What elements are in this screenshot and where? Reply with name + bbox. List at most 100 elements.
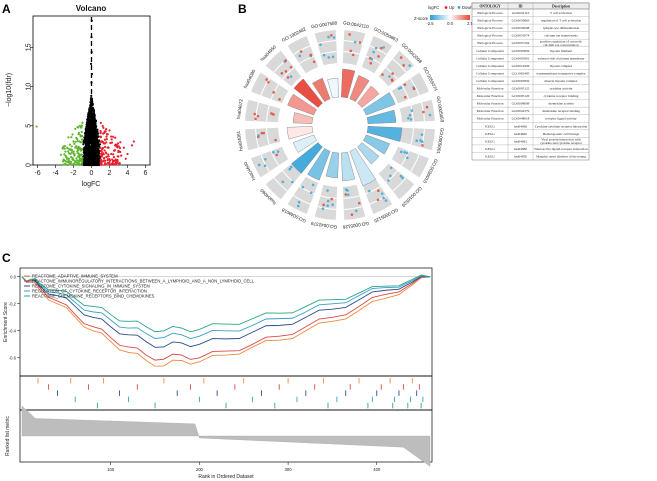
point-down (74, 127, 77, 131)
table-cell: Cellular Component (476, 56, 504, 60)
circos-dot-down (327, 35, 330, 39)
circos-dot-down (311, 183, 315, 187)
table-cell: Biological Process (477, 26, 503, 30)
point-down (67, 157, 71, 160)
point-up (112, 135, 115, 138)
point-not-significant (87, 157, 91, 160)
circos-dot-up (284, 70, 288, 73)
y-tick-label: 0.0 (10, 274, 16, 279)
point-down (69, 163, 73, 166)
point-down (76, 140, 79, 143)
circos-zscore-bar (287, 93, 317, 116)
point-not-significant (89, 160, 93, 164)
point-up (114, 163, 117, 166)
point-down (74, 140, 77, 143)
circos-sector-divider (392, 177, 407, 192)
circos-dot-up (254, 117, 257, 121)
point-not-significant (84, 151, 87, 154)
point-down (73, 162, 76, 165)
volcano-panel: A Volcano -6 -4 -2 0 2 4 6 0 5 10 15 logFC −log10(… (2, 2, 151, 188)
table-cell: regulation of T cell activation (541, 19, 581, 23)
circos-dot-up (350, 213, 354, 216)
point-up (109, 141, 112, 145)
circos-dot-up (412, 87, 416, 91)
point-not-significant (96, 161, 99, 165)
point-not-significant (89, 149, 92, 152)
circos-sector-divider (320, 51, 337, 55)
point-down (78, 157, 81, 160)
point-up (105, 155, 108, 158)
point-down (78, 153, 81, 156)
point-up (116, 159, 119, 163)
point-not-significant (94, 129, 97, 132)
table-cell: T cell activation (550, 11, 572, 15)
circos-zscore-bar (312, 77, 331, 102)
point-up (117, 149, 120, 152)
circos-panel: B logFC Up Down Z-score -2.5 0.0 2.5 GO:… (236, 2, 590, 230)
point-not-significant (86, 126, 89, 129)
point-up (107, 155, 110, 158)
circos-dot-down (403, 150, 406, 154)
x-tick-label: 2 (108, 170, 112, 177)
table-cell: Molecular Function (477, 87, 504, 91)
circos-dot-up (391, 79, 394, 82)
circos-sector-track (314, 184, 338, 220)
circos-dot-up (421, 144, 424, 147)
point-not-significant (84, 162, 87, 165)
point-down (64, 162, 67, 165)
circos-dot-down (389, 174, 392, 178)
table-cell: Maturity onset diabetes of the young (536, 154, 586, 158)
circos-sector-label: hsa04672 (236, 98, 244, 119)
point-up (101, 141, 104, 144)
point-not-significant (95, 142, 98, 146)
circos-sector-label: GO:0005901 (436, 127, 445, 154)
table-cell: Cellular Component (476, 79, 504, 83)
point-up (99, 146, 102, 149)
point-down (80, 130, 83, 134)
point-not-significant (96, 149, 99, 152)
gsea-x-label: Rank in Ordered Dataset (198, 474, 254, 480)
table-header-cell: ID (519, 4, 523, 8)
table-cell: GO:0055074 (512, 34, 530, 38)
circos-dot-down (289, 165, 293, 169)
circos-dot-down (319, 43, 322, 46)
circos-dot-up (377, 55, 380, 58)
table-cell: GO:0048018 (512, 117, 530, 121)
table-cell: Biological Process (477, 34, 503, 38)
point-not-significant (87, 163, 90, 166)
circos-sector-divider (293, 45, 311, 55)
point-up (118, 146, 122, 150)
point-down (62, 158, 65, 161)
circos-dot-up (369, 61, 373, 65)
table-cell: Molecular Function (477, 102, 504, 106)
circos-dot-up (275, 153, 278, 157)
circos-dot-down (367, 189, 371, 193)
point-up (99, 135, 103, 138)
circos-dot-down (399, 86, 403, 89)
legend-up-label: Up (449, 5, 455, 10)
circos-dot-up (357, 201, 361, 205)
table-cell: GO:0008009 (512, 102, 530, 106)
point-not-significant (94, 148, 97, 151)
circos-zscore-bar (293, 78, 323, 108)
legend-label: REGULATION_OF_CYTOKINE_RECEPTOR_INTERACT… (32, 289, 147, 294)
circos-dot-down (420, 133, 424, 136)
circos-dot-down (309, 191, 313, 195)
table-cell: calcium ion homeostasis (544, 34, 578, 38)
point-not-significant (90, 139, 93, 142)
table-cell: GO:0005859 (512, 79, 530, 83)
circos-dot-up (278, 98, 281, 101)
circos-dot-down (355, 209, 358, 213)
circos-sector-divider (255, 128, 260, 148)
circos-dot-up (330, 197, 334, 201)
point-not-significant (84, 157, 87, 161)
point-up (103, 138, 107, 141)
x-tick-label: 400 (373, 467, 381, 472)
circos-sector-divider (343, 195, 360, 199)
table-cell: transmembrane transporter complex (537, 71, 586, 75)
panel-label-b: B (238, 2, 247, 16)
point-down (79, 149, 82, 152)
circos-dot-up (344, 193, 348, 196)
point-down (61, 147, 64, 150)
table-cell: Cellular Component (476, 71, 504, 75)
